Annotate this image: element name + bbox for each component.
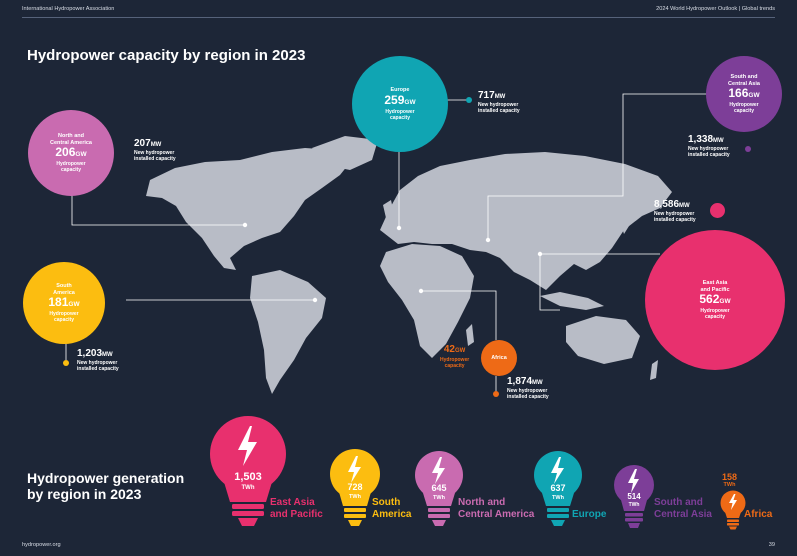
generation-title: Hydropower generation by region in 2023 bbox=[27, 470, 185, 502]
new-capacity-dot-sca bbox=[745, 146, 751, 152]
region-name: Central America bbox=[50, 139, 92, 146]
footer-website: hydropower.org bbox=[22, 542, 61, 548]
madagascar-shape bbox=[466, 324, 474, 346]
region-circle-nca: North and Central America 206GW Hydropow… bbox=[28, 110, 114, 196]
generation-label-sca: South and Central Asia bbox=[654, 497, 712, 520]
page-number: 39 bbox=[768, 542, 775, 548]
north-america-shape bbox=[146, 148, 352, 270]
map-anchor-dots bbox=[242, 222, 543, 303]
anchor-dot-sca bbox=[485, 237, 491, 243]
africa-capacity-label: 42GW Hydropower capacity bbox=[440, 344, 470, 369]
new-capacity-dot-eap bbox=[710, 203, 725, 218]
generation-label-eap: East Asia and Pacific bbox=[270, 497, 323, 520]
generation-label-europe: Europe bbox=[572, 509, 607, 520]
connector-lines bbox=[65, 93, 708, 392]
svg-text:TWh: TWh bbox=[629, 502, 640, 508]
bulb-sa: 728 TWh bbox=[330, 449, 380, 526]
south-america-shape bbox=[250, 270, 326, 394]
new-capacity-africa: 1,874MW New hydropower installed capacit… bbox=[507, 376, 549, 400]
greenland-shape bbox=[312, 136, 378, 170]
generation-value: 637 bbox=[550, 483, 565, 493]
region-name: North and bbox=[58, 133, 84, 140]
bulb-europe: 637 TWh bbox=[534, 451, 582, 526]
anchor-dot-nca bbox=[242, 222, 248, 228]
svg-text:TWh: TWh bbox=[433, 495, 446, 501]
bulb-sca: 514 TWh bbox=[614, 465, 654, 528]
anchor-dot-sa bbox=[312, 297, 318, 303]
capacity-title: Hydropower capacity by region in 2023 bbox=[27, 47, 306, 64]
anchor-dot-africa bbox=[418, 288, 424, 294]
new-capacity-dot-africa bbox=[493, 391, 499, 397]
capacity-value: 166GW bbox=[728, 85, 760, 100]
svg-text:TWh: TWh bbox=[552, 495, 565, 501]
bulb-africa bbox=[720, 490, 746, 530]
japan-shape bbox=[618, 206, 634, 234]
generation-value: 514 bbox=[627, 492, 641, 501]
anchor-dot-eap bbox=[537, 251, 543, 257]
capacity-value: 562GW bbox=[699, 291, 731, 306]
connector-africa bbox=[421, 290, 497, 340]
header-organisation: International Hydropower Association bbox=[22, 6, 115, 12]
generation-label-africa: Africa bbox=[744, 509, 773, 520]
anchor-dot-europe bbox=[396, 225, 402, 231]
header-report-section: 2024 World Hydropower Outlook | Global t… bbox=[656, 6, 775, 12]
capacity-value: 181GW bbox=[48, 294, 80, 309]
region-circle-sa: South America 181GW Hydropower capacity bbox=[23, 262, 105, 344]
continents bbox=[146, 136, 672, 394]
capacity-value: 259GW bbox=[384, 92, 416, 107]
svg-text:TWh: TWh bbox=[242, 485, 255, 491]
new-capacity-dot-sa bbox=[63, 360, 69, 366]
new-capacity-europe: 717MW New hydropower installed capacity bbox=[478, 90, 520, 114]
indonesia-shape bbox=[540, 292, 604, 310]
svg-text:TWh: TWh bbox=[349, 494, 362, 500]
generation-label-nca: North and Central America bbox=[458, 497, 535, 520]
new-capacity-dot-europe bbox=[466, 97, 472, 103]
header-divider bbox=[22, 17, 775, 18]
eurasia-shape bbox=[380, 152, 672, 290]
bulb-nca: 645 TWh bbox=[415, 451, 463, 526]
connector-eap bbox=[539, 253, 660, 311]
region-circle-africa: Africa bbox=[481, 340, 517, 376]
generation-label-sa: South America bbox=[372, 497, 412, 520]
region-circle-sca: South and Central Asia 166GW Hydropower … bbox=[706, 56, 782, 132]
connector-nca bbox=[71, 193, 245, 226]
connector-sca bbox=[487, 93, 708, 240]
generation-value: 645 bbox=[431, 483, 446, 493]
britain-shape bbox=[383, 200, 394, 218]
australia-shape bbox=[566, 316, 640, 364]
generation-value: 1,503 bbox=[234, 471, 262, 483]
new-zealand-shape bbox=[650, 360, 658, 380]
region-circle-europe: Europe 259GW Hydropower capacity bbox=[352, 56, 448, 152]
bulb-eap: 1,503 TWh bbox=[210, 416, 286, 526]
new-capacity-sca: 1,338MW New hydropower installed capacit… bbox=[688, 134, 730, 158]
region-circle-eap: East Asia and Pacific 562GW Hydropower c… bbox=[645, 230, 785, 370]
new-capacity-sa: 1,203MW New hydropower installed capacit… bbox=[77, 348, 119, 372]
capacity-value: 206GW bbox=[55, 144, 87, 159]
new-capacity-nca: 207MW New hydropower installed capacity bbox=[134, 138, 176, 162]
generation-value-africa: 158 TWh bbox=[722, 472, 738, 488]
generation-value: 728 bbox=[347, 482, 362, 492]
new-capacity-eap: 8,586MW New hydropower installed capacit… bbox=[654, 199, 696, 223]
africa-shape bbox=[380, 244, 474, 358]
